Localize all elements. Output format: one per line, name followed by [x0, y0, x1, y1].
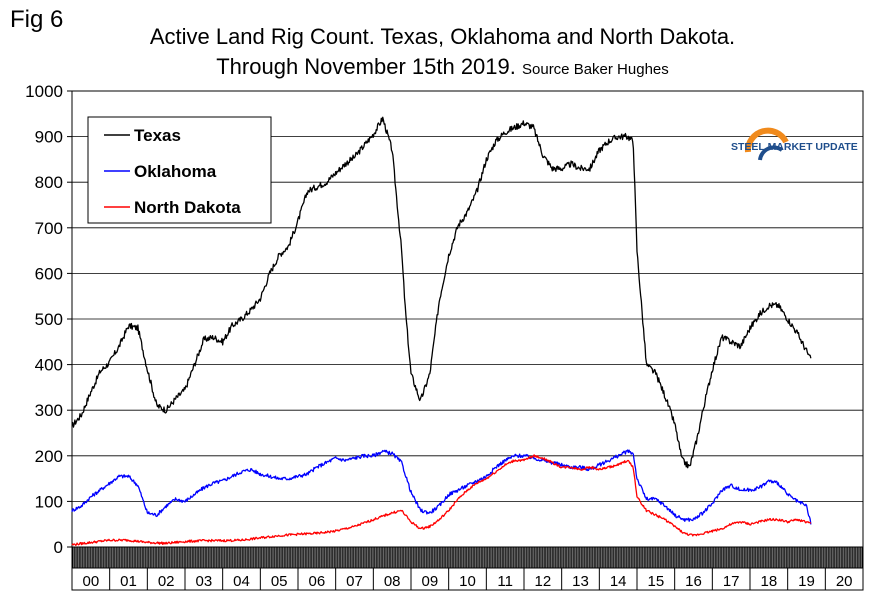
x-tick-label: 11: [497, 573, 513, 590]
x-tick-label: 12: [534, 573, 551, 590]
x-tick-label: 09: [421, 573, 438, 590]
logo-swoosh-icon: [744, 127, 789, 153]
x-tick-label: 13: [572, 573, 589, 590]
x-tick-label: 20: [836, 573, 853, 590]
y-tick-label: 700: [35, 219, 63, 238]
x-tick-label: 03: [195, 573, 212, 590]
x-tick-label: 07: [346, 573, 363, 590]
x-tick-label: 04: [233, 573, 250, 590]
y-tick-label: 500: [35, 310, 63, 329]
series-lines: [71, 116, 812, 546]
y-tick-label: 600: [35, 264, 63, 283]
x-tick-label: 19: [798, 573, 815, 590]
y-tick-label: 800: [35, 173, 63, 192]
series-line-north-dakota: [71, 454, 812, 546]
y-tick-label: 900: [35, 128, 63, 147]
logo-swoosh-inner-icon: [758, 145, 784, 161]
x-tick-label: 08: [384, 573, 401, 590]
x-axis-minor-ticks: [71, 547, 864, 568]
x-tick-label: 17: [723, 573, 740, 590]
x-tick-label: 00: [82, 573, 99, 590]
y-tick-label: 200: [35, 447, 63, 466]
y-tick-label: 1000: [25, 82, 63, 101]
legend-label-oklahoma: Oklahoma: [134, 162, 217, 181]
x-tick-label: 18: [760, 573, 777, 590]
series-line-oklahoma: [71, 449, 812, 525]
x-axis-ticks: 00 01 02 03 04 05 06 07 08 09 10 11 12 13 14 15 16 17 18 19…: [71, 568, 853, 590]
chart-title-line1: Active Land Rig Count. Texas, Oklahoma a…: [149, 24, 736, 49]
x-tick-label: 06: [308, 573, 325, 590]
chart-title-line2-wrap: Through November 15th 2019. Source Baker…: [0, 54, 885, 80]
y-tick-label: 300: [35, 401, 63, 420]
x-tick-label: 10: [459, 573, 476, 590]
y-tick-label: 100: [35, 492, 63, 511]
x-tick-label: 15: [647, 573, 664, 590]
y-tick-label: 400: [35, 356, 63, 375]
steel-market-update-logo: STEEL MARKET UPDATE: [731, 127, 858, 161]
x-tick-label: 05: [271, 573, 288, 590]
y-tick-label: 0: [54, 538, 63, 557]
x-tick-label: 16: [685, 573, 702, 590]
x-tick-label: 02: [158, 573, 175, 590]
legend-label-north-dakota: North Dakota: [134, 198, 241, 217]
chart-source: Source Baker Hughes: [522, 61, 669, 78]
logo-text: STEEL MARKET UPDATE: [731, 141, 858, 153]
figure-label: Fig 6: [10, 6, 64, 33]
x-tick-label: 01: [120, 573, 137, 590]
x-tick-label: 14: [610, 573, 627, 590]
series-line-texas: [71, 116, 812, 469]
legend-label-texas: Texas: [134, 126, 181, 145]
legend: Texas Oklahoma North Dakota: [87, 116, 272, 224]
chart-title-line2: Through November 15th 2019.: [216, 54, 516, 79]
y-axis-ticks: 0 100 200 300 400 500 600 700 800 900 1000: [25, 82, 72, 557]
